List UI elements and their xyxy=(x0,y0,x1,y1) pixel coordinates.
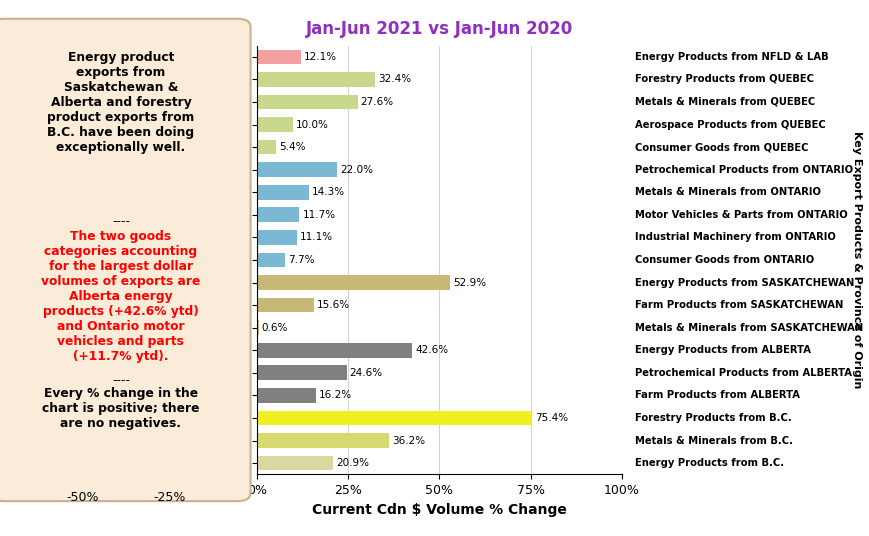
Text: 36.2%: 36.2% xyxy=(391,436,424,445)
Text: Industrial Machinery from ONTARIO: Industrial Machinery from ONTARIO xyxy=(634,233,835,242)
Text: 15.6%: 15.6% xyxy=(316,300,349,310)
Text: 16.2%: 16.2% xyxy=(318,390,351,400)
Text: Metals & Minerals from QUEBEC: Metals & Minerals from QUEBEC xyxy=(634,97,814,107)
Text: Motor Vehicles & Parts from ONTARIO: Motor Vehicles & Parts from ONTARIO xyxy=(634,210,847,220)
Bar xyxy=(256,230,297,245)
Text: Consumer Goods from QUEBEC: Consumer Goods from QUEBEC xyxy=(634,142,807,152)
Text: 14.3%: 14.3% xyxy=(311,187,344,197)
Text: Farm Products from ALBERTA: Farm Products from ALBERTA xyxy=(634,390,799,400)
Text: -50%: -50% xyxy=(66,491,99,504)
Text: Petrochemical Products from ONTARIO: Petrochemical Products from ONTARIO xyxy=(634,165,852,175)
Bar xyxy=(256,49,301,64)
Text: Every % change in the
chart is positive; there
are no negatives.: Every % change in the chart is positive;… xyxy=(42,387,200,430)
Text: Metals & Minerals from SASKATCHEWAN: Metals & Minerals from SASKATCHEWAN xyxy=(634,323,862,333)
Text: Energy Products from NFLD & LAB: Energy Products from NFLD & LAB xyxy=(634,52,828,62)
Bar xyxy=(256,72,375,87)
Text: 0.6%: 0.6% xyxy=(262,323,288,333)
Text: 7.7%: 7.7% xyxy=(288,255,314,265)
Text: Aerospace Products from QUEBEC: Aerospace Products from QUEBEC xyxy=(634,120,825,130)
Text: Consumer Goods from ONTARIO: Consumer Goods from ONTARIO xyxy=(634,255,813,265)
Bar xyxy=(256,433,388,448)
Text: 20.9%: 20.9% xyxy=(335,458,368,468)
Text: Forestry Products from B.C.: Forestry Products from B.C. xyxy=(634,413,791,423)
Title: Jan-Jun 2021 vs Jan-Jun 2020: Jan-Jun 2021 vs Jan-Jun 2020 xyxy=(305,20,573,39)
Text: 5.4%: 5.4% xyxy=(279,142,305,152)
Text: 10.0%: 10.0% xyxy=(295,120,328,130)
Bar xyxy=(256,343,412,358)
Text: Petrochemical Products from ALBERTA: Petrochemical Products from ALBERTA xyxy=(634,368,851,378)
Text: 12.1%: 12.1% xyxy=(303,52,336,62)
Text: Forestry Products from QUEBEC: Forestry Products from QUEBEC xyxy=(634,75,813,84)
Bar xyxy=(256,207,299,222)
Text: Energy Products from ALBERTA: Energy Products from ALBERTA xyxy=(634,345,810,355)
Text: Energy Products from B.C.: Energy Products from B.C. xyxy=(634,458,783,468)
Bar xyxy=(256,140,276,154)
Bar xyxy=(256,321,259,335)
Text: ----: ---- xyxy=(112,215,129,228)
Text: 11.1%: 11.1% xyxy=(300,233,333,242)
Text: 11.7%: 11.7% xyxy=(302,210,335,220)
Text: 75.4%: 75.4% xyxy=(534,413,567,423)
Bar xyxy=(256,298,314,312)
Text: Key Export Products & Province of Origin: Key Export Products & Province of Origin xyxy=(851,131,861,389)
Bar xyxy=(256,411,532,425)
Bar xyxy=(256,456,333,471)
Bar xyxy=(256,388,315,403)
Bar xyxy=(256,162,336,177)
Text: Metals & Minerals from ONTARIO: Metals & Minerals from ONTARIO xyxy=(634,187,820,197)
Text: -25%: -25% xyxy=(153,491,186,504)
Text: ----: ---- xyxy=(112,374,129,386)
Text: Energy Products from SASKATCHEWAN: Energy Products from SASKATCHEWAN xyxy=(634,278,853,287)
Text: 22.0%: 22.0% xyxy=(340,165,373,175)
Bar xyxy=(256,185,308,199)
Bar xyxy=(256,275,449,290)
Text: 27.6%: 27.6% xyxy=(360,97,393,107)
Bar xyxy=(256,366,346,380)
Text: Metals & Minerals from B.C.: Metals & Minerals from B.C. xyxy=(634,436,793,445)
Text: Energy product
exports from
Saskatchewan &
Alberta and forestry
product exports : Energy product exports from Saskatchewan… xyxy=(47,51,195,154)
Text: 32.4%: 32.4% xyxy=(377,75,411,84)
Text: 52.9%: 52.9% xyxy=(453,278,486,287)
Bar xyxy=(256,95,357,109)
X-axis label: Current Cdn $ Volume % Change: Current Cdn $ Volume % Change xyxy=(312,503,566,517)
Text: Farm Products from SASKATCHEWAN: Farm Products from SASKATCHEWAN xyxy=(634,300,843,310)
Text: 24.6%: 24.6% xyxy=(349,368,382,378)
Bar xyxy=(256,252,284,267)
Bar xyxy=(256,117,293,132)
Text: 42.6%: 42.6% xyxy=(415,345,448,355)
Text: The two goods
categories accounting
for the largest dollar
volumes of exports ar: The two goods categories accounting for … xyxy=(41,230,201,363)
